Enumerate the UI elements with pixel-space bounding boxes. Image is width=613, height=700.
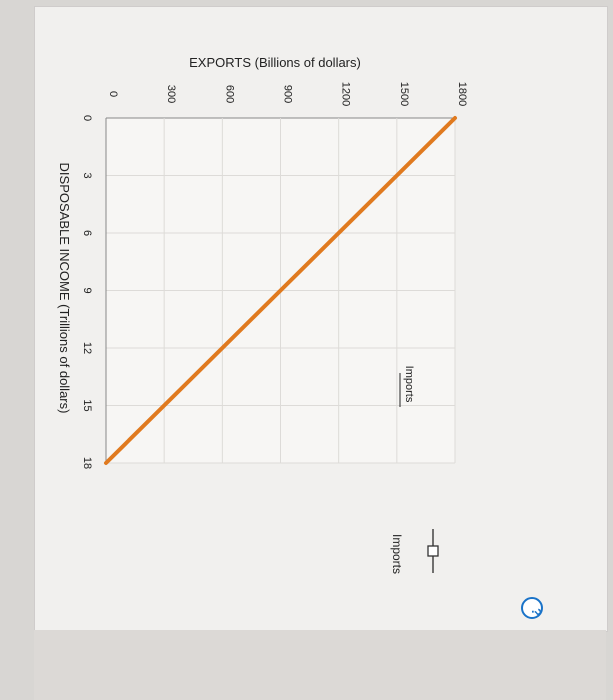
y-axis-title: EXPORTS (Billions of dollars) bbox=[189, 55, 361, 70]
help-icon-label[interactable]: ? bbox=[529, 608, 544, 616]
x-tick-labels: 0 3 6 9 12 15 18 bbox=[81, 115, 93, 469]
x-axis-title: DISPOSABLE INCOME (Trillions of dollars) bbox=[57, 163, 72, 414]
line-square-marker-icon bbox=[427, 545, 439, 557]
help-button[interactable]: ? bbox=[521, 597, 544, 619]
y-tick-label: 600 bbox=[223, 85, 235, 103]
legend-label: Imports bbox=[390, 534, 404, 574]
page-background bbox=[34, 630, 606, 700]
y-tick-label: 0 bbox=[107, 91, 119, 97]
x-tick-label: 6 bbox=[81, 230, 93, 236]
help-circle-icon[interactable] bbox=[521, 597, 543, 619]
y-tick-labels: 0 300 600 900 1200 1500 1800 bbox=[107, 82, 468, 106]
x-tick-label: 15 bbox=[81, 399, 93, 411]
y-tick-label: 300 bbox=[165, 85, 177, 103]
x-tick-label: 9 bbox=[81, 287, 93, 293]
y-tick-label: 900 bbox=[282, 85, 294, 103]
legend: Imports bbox=[390, 529, 439, 574]
y-tick-label: 1800 bbox=[456, 82, 468, 106]
x-tick-label: 0 bbox=[81, 115, 93, 121]
imports-annotation: Imports bbox=[403, 366, 415, 403]
x-tick-label: 3 bbox=[81, 172, 93, 178]
y-tick-label: 1200 bbox=[340, 82, 352, 106]
y-tick-label: 1500 bbox=[398, 82, 410, 106]
imports-line[interactable] bbox=[104, 116, 457, 465]
x-tick-label: 18 bbox=[81, 457, 93, 469]
x-tick-label: 12 bbox=[81, 342, 93, 354]
